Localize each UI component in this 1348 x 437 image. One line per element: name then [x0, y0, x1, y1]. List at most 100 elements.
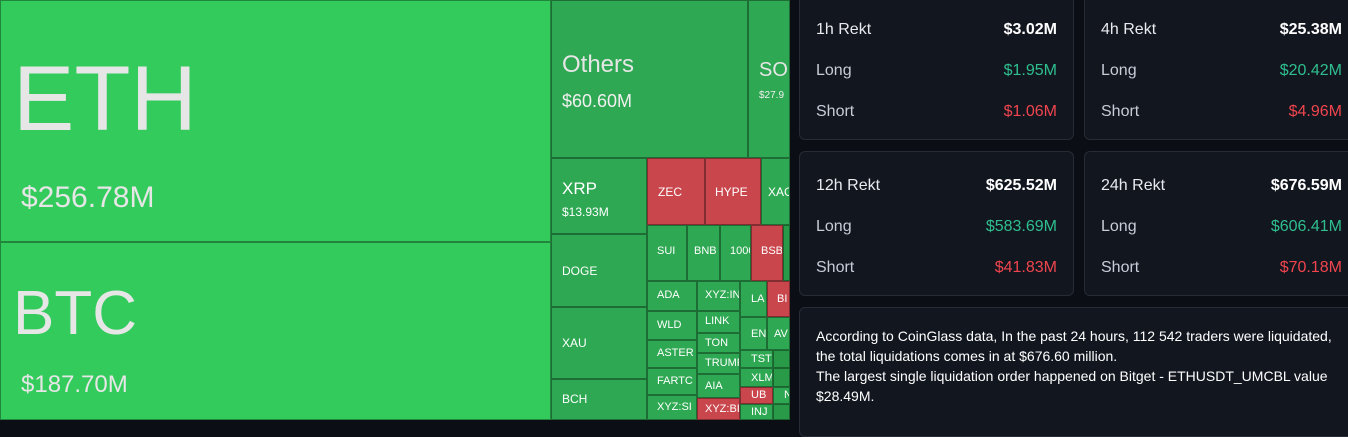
stat-short-row: Short $41.83M [816, 259, 1057, 277]
cell-symbol: AV [774, 328, 788, 340]
treemap-cell-bsb[interactable]: BSB [751, 225, 783, 281]
treemap-cell-aia[interactable]: AIA [697, 374, 740, 398]
long-label: Long [816, 218, 852, 235]
cell-value: $13.93M [562, 205, 609, 219]
treemap-cell-xrp[interactable]: XRP $13.93M [551, 158, 647, 234]
stat-long-row: Long $20.42M [1101, 62, 1342, 80]
stat-title: 4h Rekt [1101, 21, 1157, 38]
cell-symbol: XLM [751, 372, 773, 384]
cell-symbol: BSB [761, 245, 783, 257]
stat-total: $625.52M [985, 177, 1057, 194]
cell-symbol: INJ [751, 406, 768, 418]
stat-title: 12h Rekt [816, 177, 881, 194]
treemap-cell-zec[interactable]: ZEC [647, 158, 705, 225]
cell-symbol: ADA [657, 289, 680, 301]
summary-text: According to CoinGlass data, In the past… [816, 326, 1348, 406]
cell-symbol: N [784, 389, 789, 401]
treemap-cell-doge[interactable]: DOGE [551, 234, 647, 307]
treemap-cell-tst[interactable]: TST [740, 350, 773, 368]
stat-total: $3.02M [1003, 21, 1057, 38]
treemap-cell-small-d[interactable] [773, 404, 790, 420]
treemap-cell-small-b[interactable] [773, 350, 790, 368]
cell-symbol: 1000 [730, 245, 750, 257]
treemap-cell-bnb[interactable]: BNB [687, 225, 720, 281]
cell-symbol: XRP [562, 179, 597, 198]
cell-symbol: BCH [562, 392, 588, 406]
stat-title-row: 24h Rekt $676.59M [1101, 177, 1342, 195]
treemap-cell-ton[interactable]: TON [697, 333, 740, 353]
stat-card-24h: 24h Rekt $676.59M Long $606.41M Short $7… [1084, 151, 1348, 296]
cell-symbol: BTC [13, 279, 137, 348]
cell-symbol: ASTER [657, 347, 694, 359]
treemap-cell-small-c[interactable] [773, 368, 790, 387]
stat-long-row: Long $1.95M [816, 62, 1057, 80]
stat-card-12h: 12h Rekt $625.52M Long $583.69M Short $4… [799, 151, 1074, 296]
long-label: Long [1101, 62, 1137, 79]
long-label: Long [1101, 218, 1137, 235]
stat-title-row: 12h Rekt $625.52M [816, 177, 1057, 195]
cell-symbol: Others [562, 51, 635, 78]
short-label: Short [1101, 103, 1140, 120]
treemap-cell-btc[interactable]: BTC $187.70M [0, 242, 551, 420]
long-label: Long [816, 62, 852, 79]
cell-symbol: SOL [759, 59, 789, 81]
treemap-cell-sol[interactable]: SOL $27.9 [748, 0, 790, 158]
treemap-cell-sui[interactable]: SUI [647, 225, 687, 281]
cell-symbol: WLD [657, 319, 682, 331]
treemap-cell-xyz-bi[interactable]: XYZ:BI [697, 398, 740, 420]
stat-card-1h: 1h Rekt $3.02M Long $1.95M Short $1.06M [799, 0, 1074, 140]
treemap-cell-hype[interactable]: HYPE [705, 158, 761, 225]
treemap-cell-trump[interactable]: TRUMP [697, 353, 740, 374]
treemap-cell-others[interactable]: Others $60.60M [551, 0, 748, 158]
liquidation-summary-card: According to CoinGlass data, In the past… [799, 307, 1348, 437]
treemap-cell-xyz-si[interactable]: XYZ:SI [647, 395, 697, 420]
treemap-cell-la[interactable]: LA [740, 281, 767, 317]
cell-symbol: SUI [657, 245, 676, 257]
treemap-cell-av[interactable]: AV [767, 317, 790, 350]
stat-short-row: Short $1.06M [816, 103, 1057, 121]
treemap-cell-en[interactable]: EN [740, 317, 767, 350]
treemap-cell-xlm[interactable]: XLM [740, 368, 773, 387]
treemap-cell-ub[interactable]: UB [740, 387, 773, 404]
stat-long-row: Long $583.69M [816, 218, 1057, 236]
cell-symbol: HYPE [715, 185, 748, 199]
cell-symbol: XAU [562, 336, 587, 350]
long-value: $583.69M [985, 218, 1057, 235]
cell-value: $60.60M [562, 91, 633, 111]
cell-symbol: DOGE [562, 264, 598, 278]
cell-symbol: LINK [705, 315, 730, 327]
treemap-cell-bi[interactable]: BI [767, 281, 790, 317]
stat-long-row: Long $606.41M [1101, 218, 1342, 236]
summary-line-2: The largest single liquidation order hap… [816, 368, 1328, 404]
stat-title-row: 4h Rekt $25.38M [1101, 21, 1342, 39]
cell-symbol: FARTC [657, 375, 693, 387]
treemap-cell-ada[interactable]: ADA [647, 281, 697, 311]
treemap-cell-eth[interactable]: ETH $256.78M [0, 0, 551, 242]
treemap-cell-n[interactable]: N [773, 387, 790, 404]
treemap-cell-link[interactable]: LINK [697, 311, 740, 333]
cell-symbol: TRUMP [705, 357, 739, 369]
stat-card-4h: 4h Rekt $25.38M Long $20.42M Short $4.96… [1084, 0, 1348, 140]
treemap-cell-small-a[interactable] [783, 225, 790, 281]
treemap-cell-xau[interactable]: XAU [551, 307, 647, 379]
short-label: Short [1101, 259, 1140, 276]
liquidation-treemap: ETH $256.78M BTC $187.70M Others $60.60M… [0, 0, 790, 420]
short-value: $70.18M [1279, 259, 1342, 276]
cell-symbol: XYZ:IN [705, 289, 740, 301]
stat-title: 1h Rekt [816, 21, 872, 38]
summary-line-1: According to CoinGlass data, In the past… [816, 328, 1332, 364]
treemap-cell-bch[interactable]: BCH [551, 379, 647, 420]
treemap-cell-wld[interactable]: WLD [647, 311, 697, 340]
treemap-cell-1000[interactable]: 1000 [720, 225, 751, 281]
treemap-cell-fartc[interactable]: FARTC [647, 368, 697, 395]
treemap-cell-xag[interactable]: XAG [761, 158, 790, 225]
long-value: $606.41M [1270, 218, 1342, 235]
treemap-cell-inj[interactable]: INJ [740, 404, 773, 420]
treemap-cell-xyz-in[interactable]: XYZ:IN [697, 281, 740, 311]
cell-symbol: ZEC [658, 185, 682, 199]
cell-value: $27.9 [759, 90, 785, 101]
treemap-cell-aster[interactable]: ASTER [647, 340, 697, 368]
stat-total: $25.38M [1279, 21, 1342, 38]
stat-short-row: Short $4.96M [1101, 103, 1342, 121]
short-label: Short [816, 103, 855, 120]
